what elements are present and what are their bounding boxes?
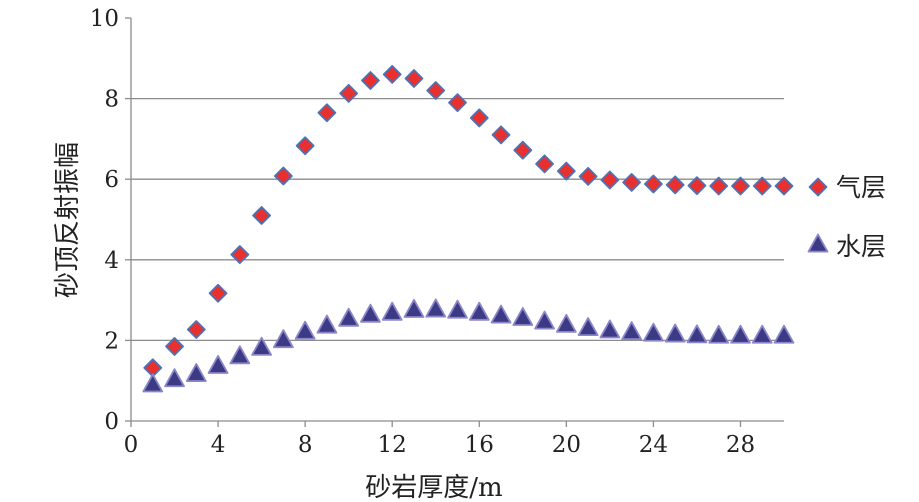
- diamond-point: [448, 93, 467, 113]
- triangle-point: [577, 317, 599, 337]
- triangle-point: [512, 307, 534, 326]
- diamond-point: [600, 170, 620, 190]
- triangle-point: [468, 301, 490, 321]
- triangle-point: [621, 321, 643, 341]
- triangle-point: [425, 298, 447, 318]
- diamond-point: [687, 176, 707, 196]
- triangle-point: [555, 313, 577, 333]
- diamond-point: [709, 176, 729, 196]
- triangle-point: [338, 307, 360, 327]
- y-tick-label-4: 4: [104, 248, 119, 274]
- triangle-point: [686, 324, 708, 344]
- diamond-point: [382, 65, 402, 84]
- diamond-point: [426, 81, 446, 100]
- x-axis-ticks: 0 4 8 12 16 20 24 28: [124, 421, 755, 458]
- diamond-point: [513, 140, 533, 160]
- diamond-point: [774, 176, 794, 196]
- diamond-point: [339, 83, 359, 103]
- triangle-point: [360, 303, 381, 323]
- data-points: [142, 65, 795, 393]
- x-tick-label-16: 16: [465, 432, 494, 458]
- triangle-point: [664, 323, 686, 343]
- x-tick-label-12: 12: [378, 432, 407, 458]
- triangle-point: [142, 373, 164, 393]
- diamond-point: [752, 176, 772, 196]
- series-1: [143, 65, 794, 378]
- diamond-point: [295, 136, 315, 156]
- triangle-point: [381, 301, 403, 321]
- series-2: [142, 298, 795, 393]
- x-axis-label: 砂岩厚度/m: [365, 473, 502, 502]
- triangle-point: [599, 319, 621, 339]
- diamond-point: [361, 71, 380, 90]
- diamond-point: [186, 320, 206, 339]
- y-tick-label-8: 8: [104, 87, 119, 113]
- triangle-point: [751, 324, 773, 344]
- y-tick-label-2: 2: [104, 328, 119, 354]
- triangle-point: [773, 324, 795, 344]
- diamond-point: [644, 174, 663, 194]
- diamond-point: [404, 69, 424, 88]
- legend-item-1: 气层: [808, 173, 886, 202]
- triangle-point: [229, 345, 251, 365]
- triangle-point: [294, 320, 316, 340]
- diamond-point: [665, 175, 685, 195]
- triangle-point: [403, 298, 425, 318]
- triangle-point: [316, 314, 338, 334]
- triangle-point: [534, 310, 555, 330]
- axes: [130, 18, 784, 422]
- diamond-point: [273, 166, 293, 186]
- diamond-point: [317, 103, 337, 123]
- legend-label: 气层: [836, 173, 886, 202]
- x-tick-label-8: 8: [298, 432, 313, 458]
- x-tick-label-4: 4: [211, 432, 226, 458]
- triangle-marker-icon: [807, 233, 829, 253]
- x-tick-label-28: 28: [726, 432, 755, 458]
- triangle-point: [185, 363, 207, 382]
- triangle-point: [272, 329, 294, 349]
- diamond-marker-icon: [808, 177, 828, 197]
- legend-item-2: 水层: [807, 232, 886, 261]
- diamond-point: [491, 125, 511, 145]
- diamond-point: [165, 337, 184, 356]
- triangle-point: [164, 368, 185, 388]
- x-tick-label-0: 0: [124, 432, 139, 458]
- legend-label: 水层: [836, 232, 886, 261]
- y-tick-label-0: 0: [104, 409, 119, 435]
- diamond-point: [469, 108, 489, 128]
- diamond-point: [622, 173, 642, 192]
- diamond-point: [731, 176, 750, 196]
- triangle-point: [730, 324, 751, 344]
- triangle-point: [643, 322, 664, 342]
- diamond-point: [208, 283, 228, 303]
- y-tick-label-10: 10: [90, 6, 119, 32]
- triangle-point: [447, 299, 468, 319]
- triangle-point: [708, 324, 730, 344]
- triangle-point: [490, 304, 512, 324]
- diamond-point: [578, 166, 598, 186]
- triangle-point: [251, 336, 273, 356]
- x-tick-label-24: 24: [639, 432, 668, 458]
- triangle-point: [207, 354, 229, 374]
- diamond-point: [556, 161, 576, 181]
- y-tick-label-6: 6: [104, 167, 119, 193]
- x-tick-label-20: 20: [552, 432, 581, 458]
- y-axis-ticks: 0 2 4 6 8 10: [90, 6, 131, 435]
- diamond-point: [535, 154, 554, 174]
- y-axis-label: 砂顶反射振幅: [53, 142, 83, 298]
- diamond-point: [252, 206, 272, 225]
- diamond-point: [230, 245, 250, 264]
